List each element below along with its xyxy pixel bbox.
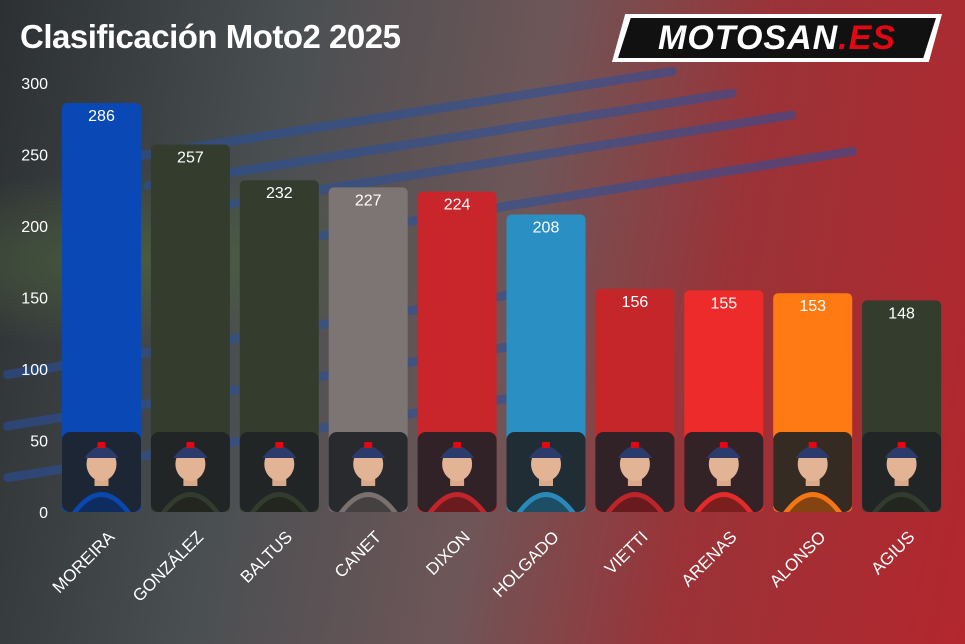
x-tick-label: BALTUS bbox=[237, 527, 296, 586]
rider-portrait bbox=[773, 432, 853, 512]
x-tick-label: MOREIRA bbox=[49, 527, 119, 597]
x-tick-label: ARENAS bbox=[678, 527, 741, 590]
x-tick-label: AGIUS bbox=[868, 527, 919, 578]
x-tick-label: CANET bbox=[331, 527, 385, 581]
y-tick-label: 50 bbox=[30, 434, 48, 451]
bar-value-label: 148 bbox=[888, 305, 915, 322]
bar bbox=[150, 144, 230, 513]
rider-portrait bbox=[328, 432, 408, 512]
rider-portrait bbox=[150, 432, 230, 512]
motosan-logo[interactable]: MOTOSAN .ES bbox=[612, 14, 942, 62]
rider-portrait bbox=[417, 432, 497, 512]
bar-value-label: 224 bbox=[444, 197, 471, 214]
bar-value-label: 208 bbox=[533, 220, 560, 237]
y-tick-label: 300 bbox=[21, 76, 48, 93]
x-tick-label: HOLGADO bbox=[489, 527, 563, 601]
bar bbox=[328, 187, 408, 512]
bar-value-label: 155 bbox=[710, 295, 737, 312]
rider-portrait bbox=[595, 432, 675, 512]
rider-portrait bbox=[239, 432, 319, 512]
rider-portrait bbox=[506, 432, 586, 512]
x-tick-label: GONZÁLEZ bbox=[129, 527, 207, 605]
x-tick-label: DIXON bbox=[422, 527, 474, 579]
bar-value-label: 232 bbox=[266, 185, 293, 202]
bar-value-label: 227 bbox=[355, 192, 382, 209]
rider-portrait bbox=[862, 432, 942, 512]
chart-title: Clasificación Moto2 2025 bbox=[20, 18, 401, 55]
y-tick-label: 100 bbox=[21, 362, 48, 379]
bar-value-label: 153 bbox=[799, 298, 826, 315]
bar-value-label: 257 bbox=[177, 149, 204, 166]
x-tick-label: VIETTI bbox=[601, 527, 652, 578]
rider-portrait bbox=[684, 432, 764, 512]
bar bbox=[417, 191, 497, 512]
bar bbox=[62, 103, 141, 513]
y-tick-label: 250 bbox=[21, 148, 48, 165]
bar-value-label: 286 bbox=[88, 108, 115, 125]
y-tick-label: 0 bbox=[39, 505, 48, 522]
y-tick-label: 150 bbox=[21, 291, 48, 308]
bar-value-label: 156 bbox=[622, 294, 649, 311]
y-tick-label: 200 bbox=[21, 219, 48, 236]
rider-portrait bbox=[62, 432, 141, 512]
x-tick-label: ALONSO bbox=[766, 527, 830, 591]
logo-text: MOTOSAN bbox=[658, 18, 839, 57]
bar bbox=[239, 180, 319, 513]
logo-suffix: .ES bbox=[838, 18, 896, 57]
